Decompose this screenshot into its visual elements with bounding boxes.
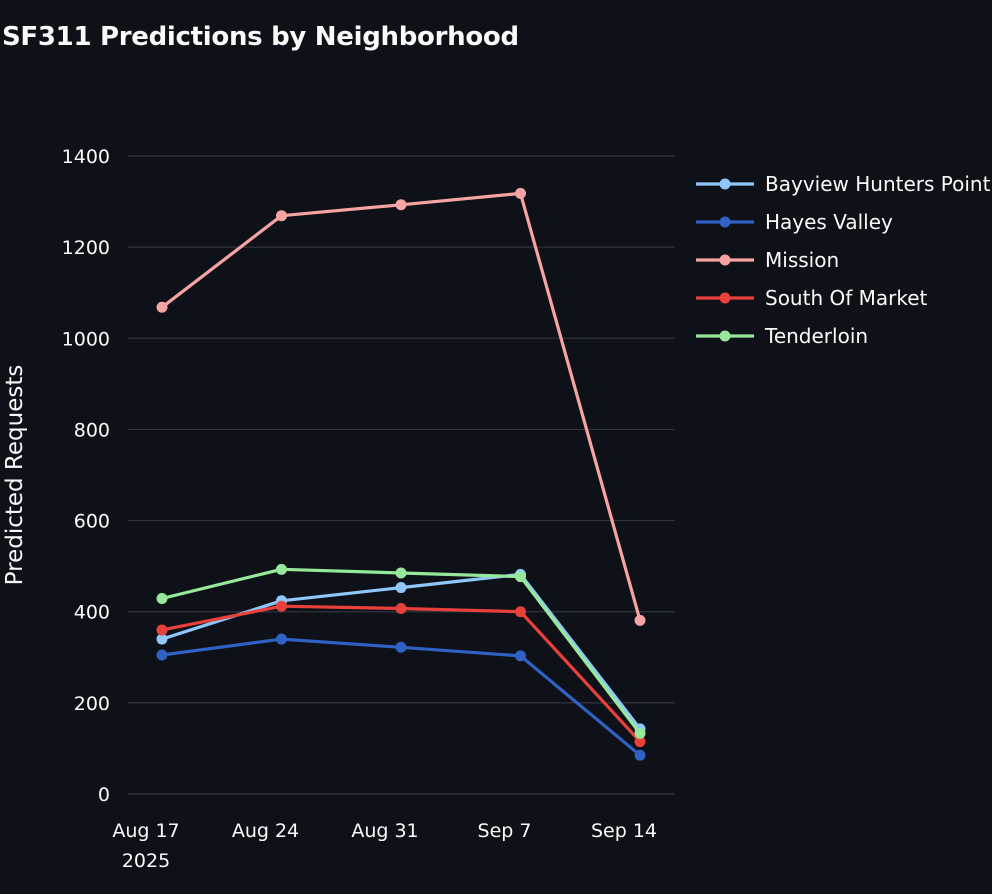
y-tick-label: 800: [74, 419, 110, 441]
legend-item[interactable]: Hayes Valley: [696, 210, 893, 234]
data-point[interactable]: [395, 582, 407, 594]
legend-swatch-marker: [719, 254, 731, 266]
series-mission: [156, 187, 646, 626]
series-south-of-market: [156, 600, 646, 748]
y-tick-label: 1000: [62, 328, 110, 350]
y-tick-label: 1400: [62, 146, 110, 168]
series-hayes-valley: [156, 633, 646, 761]
data-point[interactable]: [156, 592, 168, 604]
legend-label: South Of Market: [765, 286, 928, 310]
y-tick-label: 0: [98, 784, 110, 806]
y-tick-label: 400: [74, 602, 110, 624]
gridlines: [128, 155, 675, 795]
legend: Bayview Hunters Point Hayes Valley Mission…: [696, 172, 991, 348]
y-axis-title: Predicted Requests: [2, 365, 28, 586]
data-point[interactable]: [515, 571, 526, 583]
legend-swatch-marker: [719, 216, 731, 228]
legend-swatch-marker: [719, 178, 731, 190]
series-line: [160, 191, 642, 623]
data-point[interactable]: [395, 603, 407, 615]
data-point[interactable]: [156, 624, 168, 636]
x-tick-label: Sep 7: [478, 820, 532, 842]
legend-label: Bayview Hunters Point: [765, 172, 991, 196]
x-tick-label: Sep 14: [591, 820, 657, 842]
data-point[interactable]: [156, 633, 168, 645]
legend-item[interactable]: South Of Market: [696, 286, 928, 310]
data-point[interactable]: [276, 600, 287, 612]
legend-label: Hayes Valley: [765, 210, 893, 234]
x-tick-label: Aug 24: [232, 820, 299, 842]
series-line: [160, 604, 642, 744]
series-line: [160, 637, 642, 757]
data-point[interactable]: [276, 210, 287, 222]
legend-item[interactable]: Mission: [696, 248, 839, 272]
series-lines: [156, 187, 646, 761]
y-tick-label: 1200: [62, 237, 110, 259]
data-point[interactable]: [276, 633, 287, 645]
legend-item[interactable]: Tenderloin: [696, 324, 868, 348]
data-point[interactable]: [395, 567, 407, 579]
data-point[interactable]: [515, 187, 526, 199]
data-point[interactable]: [156, 301, 168, 313]
x-tick-year-label: 2025: [122, 850, 170, 872]
data-point[interactable]: [515, 606, 526, 618]
data-point[interactable]: [395, 199, 407, 211]
y-axis: 0 200 400 600 800 1000 1200 1400: [62, 146, 110, 806]
data-point[interactable]: [634, 749, 646, 761]
legend-label: Mission: [765, 248, 839, 272]
x-tick-label: Aug 17: [112, 820, 179, 842]
legend-label: Tenderloin: [764, 324, 868, 348]
data-point[interactable]: [634, 727, 646, 739]
x-axis: Aug 17 Aug 24 Aug 31 Sep 7 Sep 14 2025: [112, 820, 657, 872]
data-point[interactable]: [634, 736, 646, 748]
x-tick-label: Aug 31: [351, 820, 418, 842]
data-point[interactable]: [156, 649, 168, 661]
legend-swatch-marker: [719, 292, 731, 304]
data-point[interactable]: [515, 650, 526, 662]
data-point[interactable]: [395, 641, 407, 653]
legend-swatch-marker: [719, 330, 731, 342]
page-title: SF311 Predictions by Neighborhood: [2, 22, 519, 52]
legend-item[interactable]: Bayview Hunters Point: [696, 172, 991, 196]
data-point[interactable]: [634, 614, 646, 626]
series-tenderloin: [156, 563, 646, 739]
data-point[interactable]: [276, 563, 287, 575]
y-tick-label: 600: [74, 511, 110, 533]
y-tick-label: 200: [74, 693, 110, 715]
